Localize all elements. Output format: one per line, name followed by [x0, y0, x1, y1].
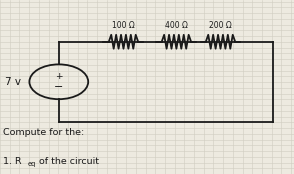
Text: of the circuit: of the circuit — [36, 157, 99, 167]
Text: 7 v: 7 v — [5, 77, 21, 87]
Text: eq: eq — [28, 161, 36, 167]
Text: −: − — [54, 82, 64, 92]
Text: 100 Ω: 100 Ω — [112, 21, 135, 30]
Text: 200 Ω: 200 Ω — [209, 21, 232, 30]
Text: 1. R: 1. R — [3, 157, 21, 167]
Text: +: + — [55, 72, 63, 81]
Text: 400 Ω: 400 Ω — [165, 21, 188, 30]
Text: Compute for the:: Compute for the: — [3, 128, 84, 137]
